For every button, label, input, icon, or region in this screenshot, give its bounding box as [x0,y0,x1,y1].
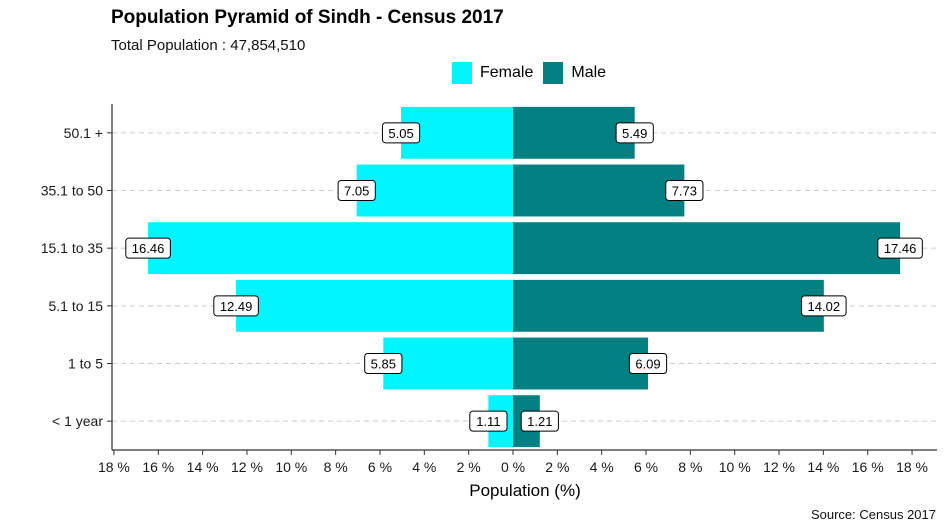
x-tick-label: 12 % [763,459,795,475]
y-tick-label: 5.1 to 15 [49,298,104,314]
data-label: 12.49 [220,299,253,314]
legend-swatch-male [543,62,564,84]
y-tick-label: 1 to 5 [68,356,103,372]
x-tick-label: 6 % [634,459,658,475]
legend-label-male: Male [571,64,607,81]
y-tick-label: 35.1 to 50 [41,183,103,199]
data-label: 6.09 [635,357,660,372]
data-label-box [381,122,421,144]
x-tick-label: 14 % [807,459,839,475]
data-label-box [615,122,654,144]
legend-item-male[interactable]: Male [543,62,606,84]
x-tick-label: 18 % [896,459,928,475]
x-tick-label: 8 % [678,459,702,475]
data-label: 5.05 [388,126,413,141]
bar-male [513,279,824,332]
legend-swatch-female [452,62,472,84]
legend: Female Male [452,62,616,84]
x-tick-label: 4 % [412,459,436,475]
x-tick-label: 8 % [324,459,348,475]
data-label: 1.21 [527,414,552,429]
chart-caption: Source: Census 2017 [810,507,936,522]
x-tick-label: 4 % [590,459,614,475]
chart-title: Population Pyramid of Sindh - Census 201… [111,7,504,28]
x-tick-label: 16 % [852,459,884,475]
legend-item-female[interactable]: Female [452,62,533,84]
bar-female [356,164,513,217]
data-label: 7.73 [672,184,697,199]
data-label-box [877,237,923,259]
x-tick-label: 2 % [457,459,481,475]
bar-female [383,337,513,390]
data-label: 16.46 [132,241,165,256]
data-label-box [520,410,559,432]
bar-male [513,337,649,390]
x-tick-label: 6 % [368,459,392,475]
x-tick-label: 10 % [719,459,751,475]
bar-female [236,279,514,332]
x-tick-label: 12 % [231,459,263,475]
y-tick-label: 15.1 to 35 [41,240,103,256]
data-label: 7.05 [344,184,369,199]
x-tick-label: 14 % [187,459,219,475]
bar-male [513,222,901,275]
bar-female [148,222,514,275]
x-axis-title: Population (%) [469,481,581,500]
data-label-box [364,353,403,374]
bar-male [513,164,685,217]
legend-label-female: Female [480,64,534,81]
data-label-box [213,295,259,317]
data-label-box [801,295,847,317]
x-tick-label: 18 % [98,459,130,475]
y-tick-label: < 1 year [52,413,103,429]
data-label-box [628,353,668,374]
x-tick-label: 10 % [275,459,307,475]
data-label: 5.85 [371,357,396,372]
x-tick-label: 0 % [501,459,525,475]
data-label: 5.49 [622,126,647,141]
x-tick-label: 2 % [545,459,569,475]
bar-male [513,106,635,159]
data-label: 17.46 [884,241,917,256]
data-label-box [469,410,508,432]
y-tick-label: 50.1 + [64,125,103,141]
data-label: 1.11 [476,414,500,429]
x-tick-label: 16 % [142,459,174,475]
data-label: 14.02 [808,299,841,314]
data-label-box [665,180,704,201]
data-label-box [337,180,376,201]
chart-subtitle: Total Population : 47,854,510 [111,37,306,54]
data-label-box [125,237,171,259]
